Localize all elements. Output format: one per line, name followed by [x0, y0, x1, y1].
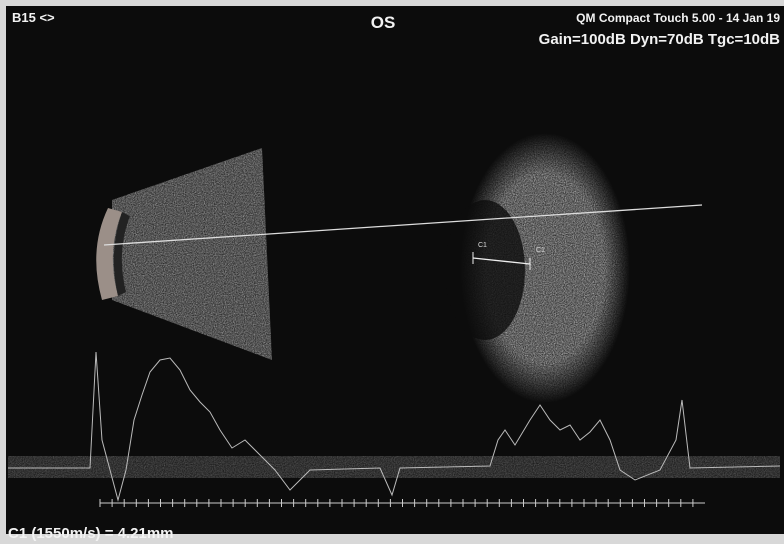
a-scan-baseline — [8, 456, 780, 478]
measurement-label: C1 (1550m/s) = 4.21mm — [8, 525, 174, 542]
device-label: QM Compact Touch 5.00 - 14 Jan 19 — [576, 11, 780, 25]
eye-label: OS — [371, 13, 396, 32]
settings-label: Gain=100dB Dyn=70dB Tgc=10dB — [539, 31, 781, 48]
mode-label: B15 <> — [12, 10, 55, 25]
page: C1 C1 B15 <> OS QM Compact Touch 5.00 - … — [0, 0, 784, 544]
ultrasound-screen: C1 C1 B15 <> OS QM Compact Touch 5.00 - … — [0, 0, 784, 544]
caliper-label: C1 — [536, 247, 545, 254]
caliper-label: C1 — [478, 242, 487, 249]
